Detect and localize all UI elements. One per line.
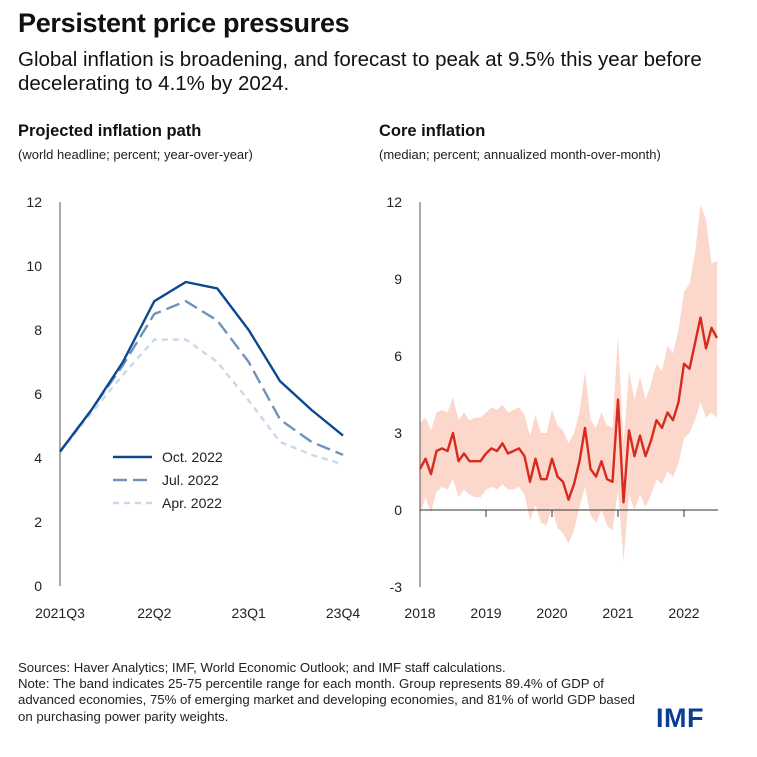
x-tick-label: 23Q4 [326, 605, 360, 621]
right-chart-subtitle: (median; percent; annualized month-over-… [379, 147, 661, 162]
y-tick-label: 12 [26, 194, 42, 210]
x-tick-label: 2021 [602, 605, 633, 621]
left-chart-subtitle: (world headline; percent; year-over-year… [18, 147, 253, 162]
core-inflation-chart: -3 0 3 6 9 12 2018 2019 2020 2021 2022 [386, 194, 719, 621]
legend-label: Jul. 2022 [162, 472, 219, 488]
legend-label: Apr. 2022 [162, 495, 222, 511]
y-tick-label: 2 [34, 514, 42, 530]
page-subtitle: Global inflation is broadening, and fore… [18, 48, 702, 95]
y-tick-label: 8 [34, 322, 42, 338]
y-tick-label: 4 [34, 450, 42, 466]
page-title: Persistent price pressures [18, 8, 350, 38]
y-tick-label: -3 [390, 579, 403, 595]
left-chart-title: Projected inflation path [18, 122, 202, 140]
y-tick-label: 0 [394, 502, 402, 518]
y-tick-label: 3 [394, 425, 402, 441]
y-tick-label: 10 [26, 258, 42, 274]
series-line-apr-2022 [59, 338, 344, 466]
x-tick-label: 2018 [404, 605, 435, 621]
median-core-inflation-line [418, 316, 719, 504]
series-line-jul-2022 [59, 300, 344, 456]
sources-text: Sources: Haver Analytics; IMF, World Eco… [18, 660, 506, 675]
y-tick-label: 6 [34, 386, 42, 402]
x-tick-label: 2021Q3 [35, 605, 85, 621]
x-tick-label: 22Q2 [137, 605, 171, 621]
y-tick-label: 12 [386, 194, 402, 210]
y-tick-label: 6 [394, 348, 402, 364]
y-tick-label: 9 [394, 271, 402, 287]
imf-logo: IMF [656, 703, 704, 733]
x-tick-label: 2020 [536, 605, 567, 621]
x-tick-label: 2019 [470, 605, 501, 621]
series-line-oct-2022 [59, 280, 344, 453]
legend-label: Oct. 2022 [162, 449, 223, 465]
projected-inflation-chart: 0 2 4 6 8 10 12 2021Q3 22Q2 23Q1 23Q4 Oct. 2022 Jul.… [26, 194, 360, 621]
x-tick-label: 2022 [668, 605, 699, 621]
x-tick-label: 23Q1 [232, 605, 266, 621]
percentile-band [420, 204, 717, 562]
chart-notes: Sources: Haver Analytics; IMF, World Eco… [18, 660, 638, 725]
note-text: Note: The band indicates 25-75 percentil… [18, 676, 636, 724]
right-chart-title: Core inflation [379, 122, 486, 140]
y-tick-label: 0 [34, 578, 42, 594]
